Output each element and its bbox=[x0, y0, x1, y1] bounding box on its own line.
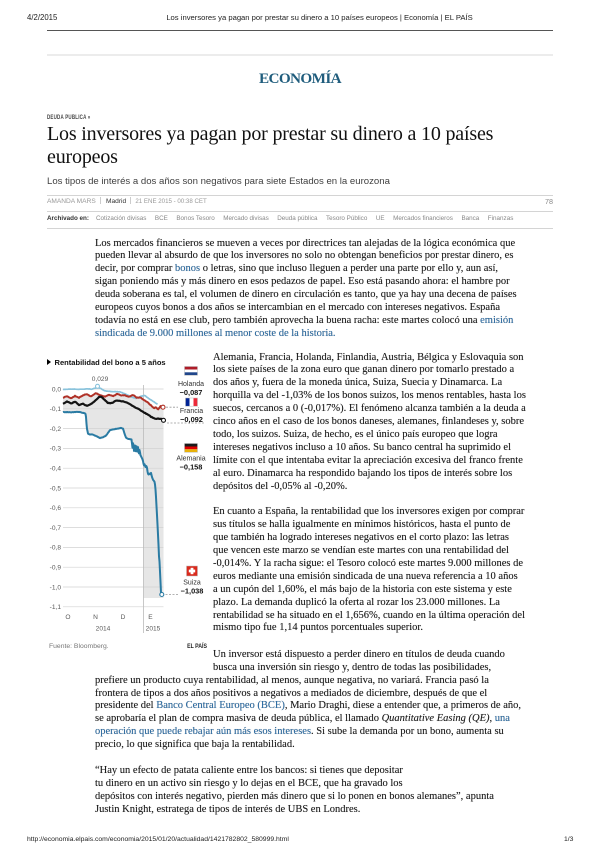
svg-text:2015: 2015 bbox=[146, 626, 161, 633]
svg-text:−0,092: −0,092 bbox=[180, 415, 203, 424]
svg-text:0,0: 0,0 bbox=[52, 386, 61, 393]
svg-text:2014: 2014 bbox=[96, 626, 111, 633]
svg-text:N: N bbox=[93, 614, 98, 621]
svg-text:−1,038: −1,038 bbox=[181, 587, 204, 596]
svg-text:O: O bbox=[65, 614, 70, 621]
svg-text:-0,9: -0,9 bbox=[50, 565, 62, 572]
svg-text:-0,6: -0,6 bbox=[50, 505, 62, 512]
svg-text:Suiza: Suiza bbox=[183, 580, 201, 587]
svg-text:Alemania: Alemania bbox=[176, 456, 205, 463]
svg-text:-0,8: -0,8 bbox=[50, 545, 62, 552]
svg-text:-1,0: -1,0 bbox=[50, 584, 62, 591]
svg-text:-0,2: -0,2 bbox=[50, 426, 62, 433]
svg-text:-0,3: -0,3 bbox=[50, 446, 62, 453]
svg-text:−0,087: −0,087 bbox=[180, 388, 203, 397]
svg-text:−0,158: −0,158 bbox=[180, 463, 203, 472]
svg-text:Holanda: Holanda bbox=[178, 381, 204, 388]
svg-text:-1,1: -1,1 bbox=[50, 604, 62, 611]
svg-text:0,029: 0,029 bbox=[92, 376, 109, 383]
svg-text:D: D bbox=[121, 614, 126, 621]
svg-text:-0,7: -0,7 bbox=[50, 525, 62, 532]
svg-text:-0,4: -0,4 bbox=[50, 466, 62, 473]
svg-text:E: E bbox=[148, 614, 153, 621]
svg-text:-0,1: -0,1 bbox=[50, 406, 62, 413]
svg-text:Francia: Francia bbox=[180, 408, 203, 415]
svg-text:-0,5: -0,5 bbox=[50, 485, 62, 492]
